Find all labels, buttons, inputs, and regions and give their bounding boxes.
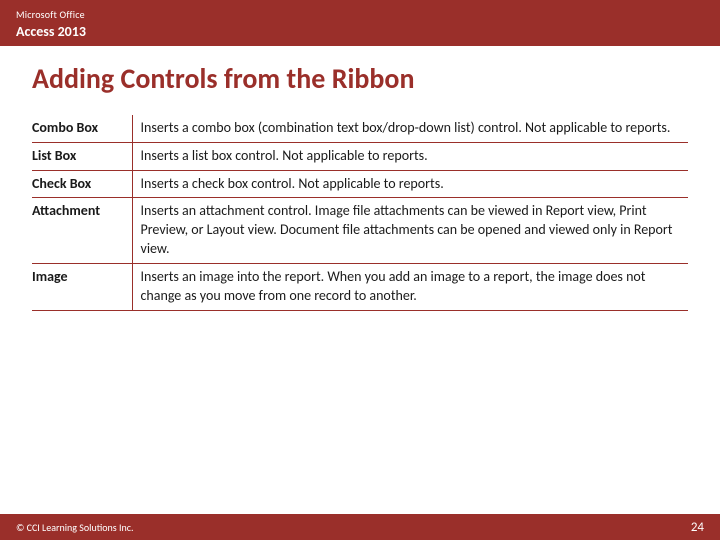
control-term: List Box <box>32 142 132 170</box>
control-term: Attachment <box>32 198 132 264</box>
table-row: Attachment Inserts an attachment control… <box>32 198 688 264</box>
table-row: List Box Inserts a list box control. Not… <box>32 142 688 170</box>
footer-band: © CCI Learning Solutions Inc. 24 <box>0 514 720 540</box>
control-desc: Inserts a list box control. Not applicab… <box>132 142 688 170</box>
table-row: Check Box Inserts a check box control. N… <box>32 170 688 198</box>
control-term: Check Box <box>32 170 132 198</box>
table-row: Combo Box Inserts a combo box (combinati… <box>32 115 688 142</box>
control-term: Image <box>32 264 132 311</box>
control-desc: Inserts a check box control. Not applica… <box>132 170 688 198</box>
footer-copyright: © CCI Learning Solutions Inc. <box>16 521 134 534</box>
control-term: Combo Box <box>32 115 132 142</box>
content-area: Adding Controls from the Ribbon Combo Bo… <box>0 46 720 311</box>
control-desc: Inserts an image into the report. When y… <box>132 264 688 311</box>
controls-table: Combo Box Inserts a combo box (combinati… <box>32 115 688 311</box>
page-title: Adding Controls from the Ribbon <box>32 64 688 95</box>
header-supertitle: Microsoft Office <box>16 8 704 21</box>
control-desc: Inserts an attachment control. Image fil… <box>132 198 688 264</box>
control-desc: Inserts a combo box (combination text bo… <box>132 115 688 142</box>
header-band: Microsoft Office Access 2013 <box>0 0 720 46</box>
page-number: 24 <box>691 520 704 535</box>
header-subtitle: Access 2013 <box>16 23 704 40</box>
table-row: Image Inserts an image into the report. … <box>32 264 688 311</box>
